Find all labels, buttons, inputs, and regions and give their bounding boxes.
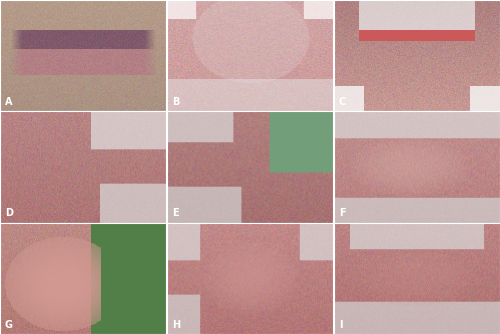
- Text: F: F: [338, 208, 345, 218]
- Text: A: A: [5, 97, 12, 107]
- Text: E: E: [172, 208, 178, 218]
- Text: D: D: [5, 208, 13, 218]
- Text: G: G: [5, 320, 13, 330]
- Text: B: B: [172, 97, 179, 107]
- Text: H: H: [172, 320, 180, 330]
- Text: C: C: [338, 97, 346, 107]
- Text: I: I: [338, 320, 342, 330]
